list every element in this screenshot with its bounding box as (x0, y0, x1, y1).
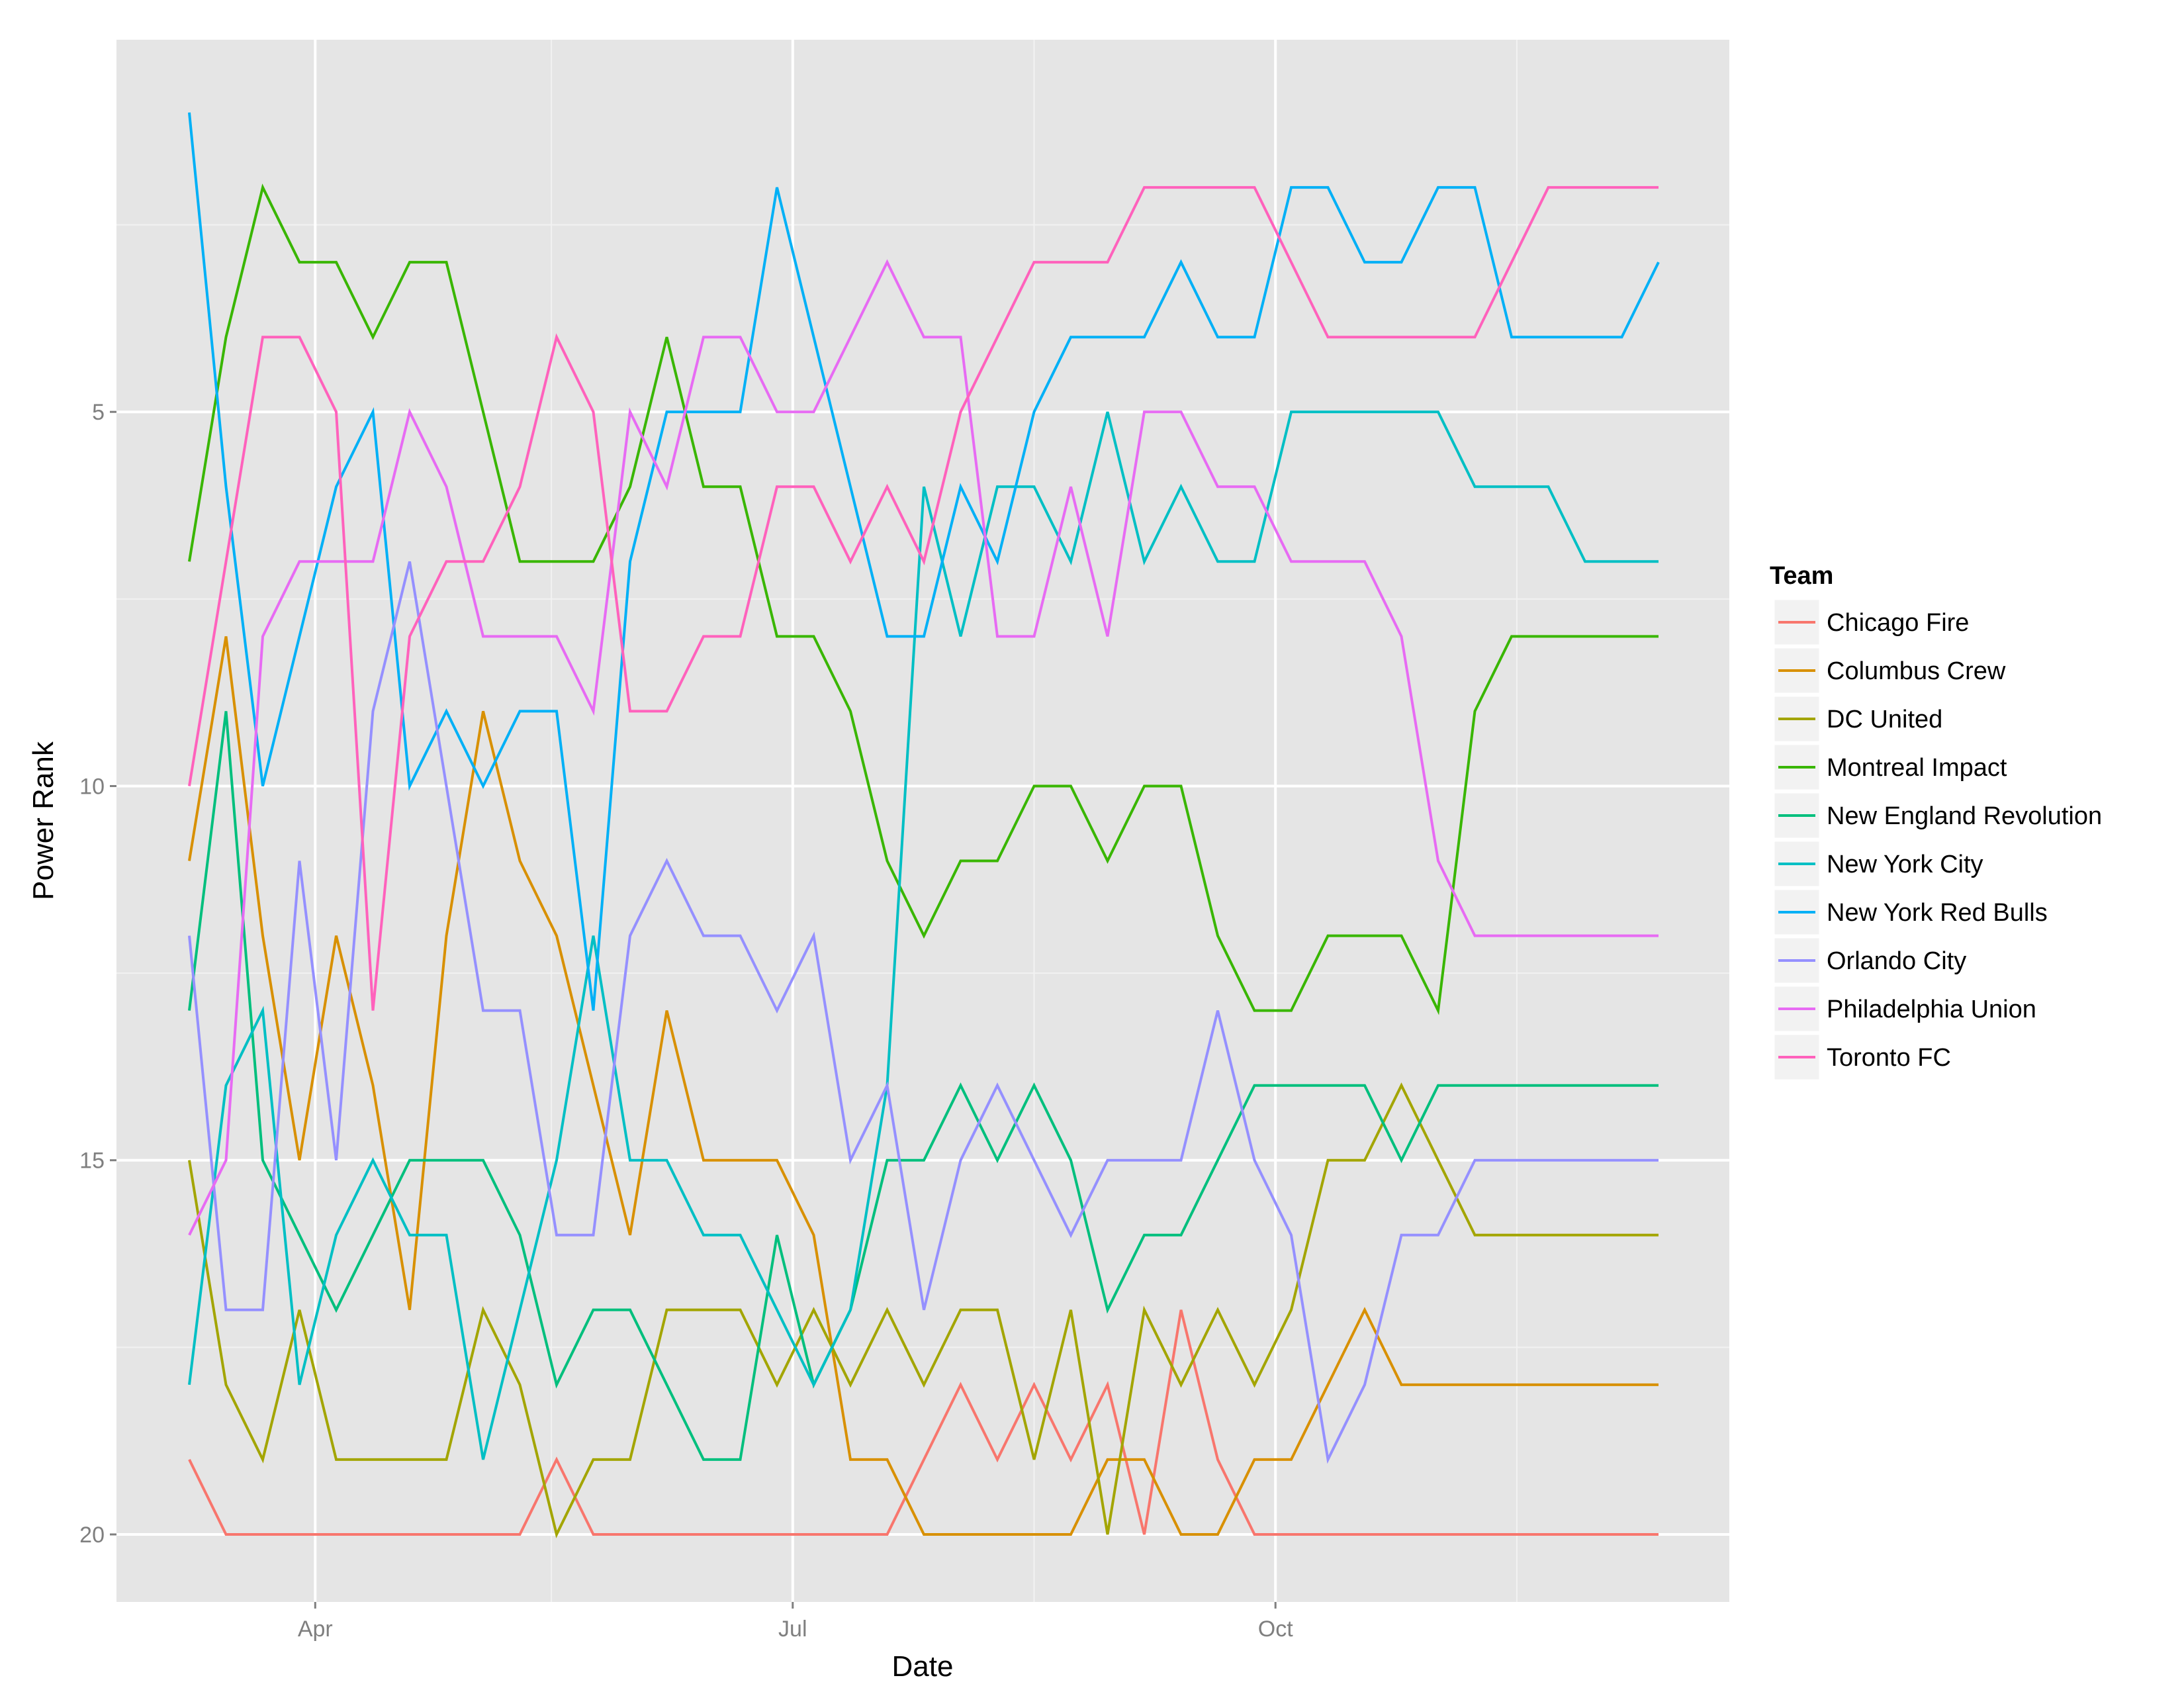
legend-item-toronto-fc: Toronto FC (1772, 1033, 1951, 1082)
legend-item-new-york-red-bulls: New York Red Bulls (1772, 888, 2048, 937)
series-line-dc-united (188, 1082, 1659, 1538)
plot-panel (116, 40, 1729, 1602)
y-axis: 5 10 15 20 (79, 400, 116, 1548)
series-line-new-york-city (188, 410, 1659, 1460)
legend-label: Columbus Crew (1827, 657, 2006, 685)
y-tick-label: 10 (79, 774, 105, 799)
y-tick-label: 15 (79, 1149, 105, 1174)
series-line-orlando-city (188, 561, 1659, 1464)
series-lines (188, 112, 1660, 1538)
legend-label: New York Red Bulls (1827, 899, 2048, 927)
x-axis-title: Date (892, 1650, 954, 1683)
legend-item-dc-united: DC United (1772, 694, 1942, 743)
x-tick-label: Apr (298, 1617, 333, 1642)
series-line-toronto-fc (188, 186, 1659, 1011)
legend-item-chicago-fire: Chicago Fire (1772, 598, 1969, 647)
series-line-new-york-red-bulls (188, 112, 1660, 1011)
y-tick-label: 5 (92, 400, 105, 425)
legend-label: New England Revolution (1827, 802, 2102, 830)
minor-gridlines (116, 40, 1729, 1602)
series-line-columbus-crew (188, 636, 1659, 1536)
series-line-philadelphia-union (188, 259, 1659, 1236)
series-line-new-england-revolution (188, 711, 1659, 1461)
legend-label: DC United (1827, 706, 1942, 733)
legend-title: Team (1770, 562, 1833, 590)
legend-label: Philadelphia Union (1827, 996, 2036, 1023)
legend: Team Chicago Fire Columbus Crew DC United M… (1770, 562, 2102, 1082)
x-axis: Apr Jul Oct (298, 1602, 1293, 1642)
legend-item-orlando-city: Orlando City (1772, 936, 1966, 985)
legend-label: Toronto FC (1827, 1044, 1951, 1072)
y-axis-title: Power Rank (27, 741, 60, 900)
y-tick-label: 20 (79, 1523, 105, 1548)
legend-label: Chicago Fire (1827, 609, 1969, 637)
legend-item-philadelphia-union: Philadelphia Union (1772, 984, 2036, 1033)
x-tick-label: Jul (778, 1617, 807, 1642)
legend-label: Orlando City (1827, 947, 1966, 975)
legend-item-new-york-city: New York City (1772, 839, 1983, 888)
series-line-montreal-impact (188, 183, 1659, 1015)
legend-label: Montreal Impact (1827, 754, 2007, 782)
legend-item-columbus-crew: Columbus Crew (1772, 646, 2006, 695)
series-line-chicago-fire (188, 1309, 1659, 1536)
legend-item-new-england-revolution: New England Revolution (1772, 791, 2102, 840)
legend-label: New York City (1827, 851, 1983, 878)
legend-item-montreal-impact: Montreal Impact (1772, 743, 2007, 792)
x-tick-label: Oct (1258, 1617, 1293, 1642)
